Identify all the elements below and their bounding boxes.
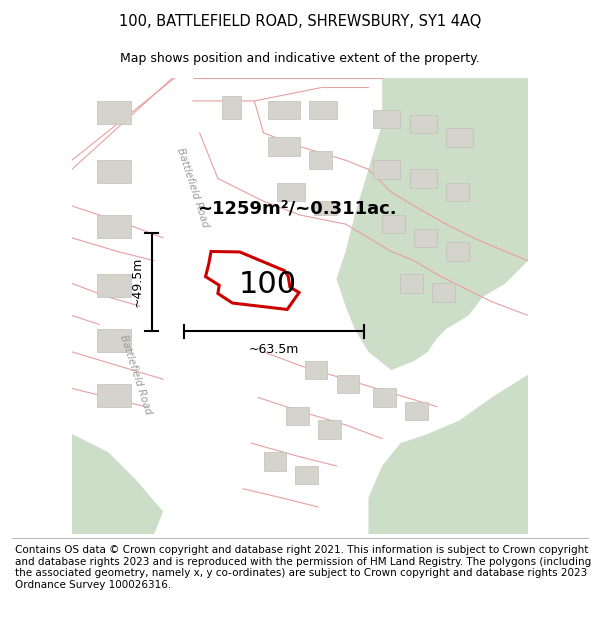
Polygon shape bbox=[318, 420, 341, 439]
Polygon shape bbox=[97, 384, 131, 407]
Polygon shape bbox=[268, 101, 300, 119]
Polygon shape bbox=[382, 215, 405, 233]
Polygon shape bbox=[305, 361, 328, 379]
Polygon shape bbox=[97, 160, 131, 183]
Polygon shape bbox=[373, 388, 396, 407]
Polygon shape bbox=[337, 78, 528, 370]
Polygon shape bbox=[433, 284, 455, 302]
Polygon shape bbox=[446, 128, 473, 146]
Polygon shape bbox=[373, 110, 400, 128]
Polygon shape bbox=[405, 402, 428, 420]
Polygon shape bbox=[286, 407, 309, 425]
Polygon shape bbox=[337, 374, 359, 393]
Text: Map shows position and indicative extent of the property.: Map shows position and indicative extent… bbox=[120, 52, 480, 65]
Text: Contains OS data © Crown copyright and database right 2021. This information is : Contains OS data © Crown copyright and d… bbox=[15, 545, 591, 590]
Polygon shape bbox=[295, 466, 318, 484]
Polygon shape bbox=[373, 160, 400, 179]
Text: ~49.5m: ~49.5m bbox=[131, 257, 143, 308]
Polygon shape bbox=[446, 242, 469, 261]
Polygon shape bbox=[268, 138, 300, 156]
Text: 100: 100 bbox=[239, 270, 297, 299]
Polygon shape bbox=[263, 452, 286, 471]
Polygon shape bbox=[97, 101, 131, 124]
Polygon shape bbox=[314, 201, 337, 215]
Polygon shape bbox=[72, 434, 163, 534]
Polygon shape bbox=[172, 78, 284, 534]
Text: Battlefield Road: Battlefield Road bbox=[175, 146, 211, 229]
Polygon shape bbox=[223, 96, 241, 119]
Polygon shape bbox=[409, 169, 437, 187]
Polygon shape bbox=[309, 151, 332, 169]
Polygon shape bbox=[414, 229, 437, 247]
Polygon shape bbox=[97, 215, 131, 238]
Polygon shape bbox=[309, 101, 337, 119]
Polygon shape bbox=[400, 274, 423, 292]
Text: ~1259m²/~0.311ac.: ~1259m²/~0.311ac. bbox=[197, 199, 397, 217]
Polygon shape bbox=[97, 329, 131, 352]
Polygon shape bbox=[97, 274, 131, 297]
Polygon shape bbox=[446, 183, 469, 201]
Polygon shape bbox=[409, 114, 437, 133]
Text: ~63.5m: ~63.5m bbox=[248, 342, 299, 356]
Text: Battlefield Road: Battlefield Road bbox=[118, 334, 154, 416]
Text: 100, BATTLEFIELD ROAD, SHREWSBURY, SY1 4AQ: 100, BATTLEFIELD ROAD, SHREWSBURY, SY1 4… bbox=[119, 14, 481, 29]
Polygon shape bbox=[277, 183, 305, 201]
Polygon shape bbox=[368, 374, 528, 534]
